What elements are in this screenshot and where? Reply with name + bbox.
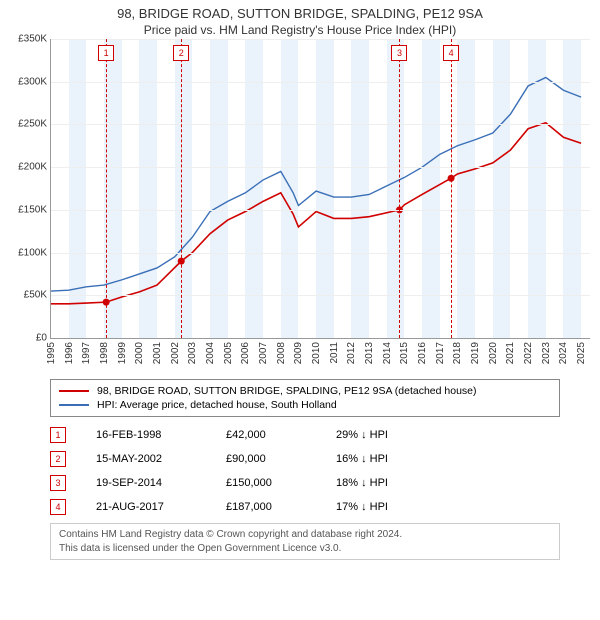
- x-axis-label: 1995: [46, 342, 57, 364]
- y-axis-label: £200K: [18, 162, 47, 173]
- x-axis-label: 2012: [346, 342, 357, 364]
- x-axis-label: 2013: [364, 342, 375, 364]
- event-price: £42,000: [226, 429, 336, 441]
- x-axis-label: 2024: [558, 342, 569, 364]
- sale-marker-box: 4: [443, 45, 459, 61]
- legend-label: 98, BRIDGE ROAD, SUTTON BRIDGE, SPALDING…: [97, 385, 477, 397]
- grid-line: [51, 210, 590, 211]
- chart-svg: [51, 39, 590, 338]
- x-axis-label: 2017: [435, 342, 446, 364]
- legend-swatch: [59, 390, 89, 392]
- grid-line: [51, 124, 590, 125]
- x-axis-label: 2011: [329, 342, 340, 364]
- x-axis-label: 2022: [523, 342, 534, 364]
- sale-marker-line: [106, 39, 107, 338]
- series-hpi: [51, 77, 581, 291]
- grid-line: [51, 253, 590, 254]
- grid-line: [51, 167, 590, 168]
- y-axis-label: £350K: [18, 34, 47, 45]
- grid-line: [51, 82, 590, 83]
- event-row: 3 19-SEP-2014£150,00018% ↓ HPI: [50, 471, 560, 495]
- event-date: 15-MAY-2002: [96, 453, 226, 465]
- title-block: 98, BRIDGE ROAD, SUTTON BRIDGE, SPALDING…: [0, 0, 600, 39]
- event-date: 16-FEB-1998: [96, 429, 226, 441]
- sale-marker-line: [181, 39, 182, 338]
- event-date: 19-SEP-2014: [96, 477, 226, 489]
- chart-area: £0£50K£100K£150K£200K£250K£300K£350K1995…: [50, 39, 590, 369]
- x-axis-label: 2025: [576, 342, 587, 364]
- sale-marker-box: 3: [391, 45, 407, 61]
- chart-subtitle: Price paid vs. HM Land Registry's House …: [10, 23, 590, 37]
- y-axis-label: £250K: [18, 119, 47, 130]
- plot-region: £0£50K£100K£150K£200K£250K£300K£350K1995…: [50, 39, 590, 339]
- footer-line: This data is licensed under the Open Gov…: [59, 542, 551, 556]
- event-number: 3: [50, 475, 66, 491]
- y-axis-label: £50K: [24, 290, 47, 301]
- event-row: 2 15-MAY-2002£90,00016% ↓ HPI: [50, 447, 560, 471]
- legend-swatch: [59, 404, 89, 406]
- event-price: £90,000: [226, 453, 336, 465]
- x-axis-label: 2008: [276, 342, 287, 364]
- x-axis-label: 2007: [258, 342, 269, 364]
- legend: 98, BRIDGE ROAD, SUTTON BRIDGE, SPALDING…: [50, 379, 560, 417]
- chart-title: 98, BRIDGE ROAD, SUTTON BRIDGE, SPALDING…: [10, 6, 590, 21]
- x-axis-label: 2020: [488, 342, 499, 364]
- x-axis-label: 1998: [99, 342, 110, 364]
- chart-container: 98, BRIDGE ROAD, SUTTON BRIDGE, SPALDING…: [0, 0, 600, 560]
- footer-note: Contains HM Land Registry data © Crown c…: [50, 523, 560, 560]
- y-axis-label: £100K: [18, 247, 47, 258]
- event-diff: 16% ↓ HPI: [336, 453, 388, 465]
- x-axis-label: 2021: [505, 342, 516, 364]
- event-number: 2: [50, 451, 66, 467]
- x-axis-label: 2003: [187, 342, 198, 364]
- x-axis-label: 2001: [152, 342, 163, 364]
- event-diff: 17% ↓ HPI: [336, 501, 388, 513]
- sale-marker-line: [399, 39, 400, 338]
- event-diff: 18% ↓ HPI: [336, 477, 388, 489]
- sale-marker-line: [451, 39, 452, 338]
- x-axis-label: 2023: [541, 342, 552, 364]
- event-date: 21-AUG-2017: [96, 501, 226, 513]
- x-axis-label: 2019: [470, 342, 481, 364]
- x-axis-label: 1999: [117, 342, 128, 364]
- x-axis-label: 2009: [293, 342, 304, 364]
- x-axis-label: 2016: [417, 342, 428, 364]
- events-table: 1 16-FEB-1998£42,00029% ↓ HPI 2 15-MAY-2002…: [50, 423, 560, 519]
- x-axis-label: 2018: [452, 342, 463, 364]
- x-axis-label: 2000: [134, 342, 145, 364]
- x-axis-label: 2002: [170, 342, 181, 364]
- x-axis-label: 2006: [240, 342, 251, 364]
- x-axis-label: 2005: [223, 342, 234, 364]
- x-axis-label: 1996: [64, 342, 75, 364]
- footer-line: Contains HM Land Registry data © Crown c…: [59, 528, 551, 542]
- x-axis-label: 2014: [382, 342, 393, 364]
- y-axis-label: £300K: [18, 76, 47, 87]
- x-axis-label: 1997: [81, 342, 92, 364]
- event-row: 4 21-AUG-2017£187,00017% ↓ HPI: [50, 495, 560, 519]
- grid-line: [51, 295, 590, 296]
- event-diff: 29% ↓ HPI: [336, 429, 388, 441]
- y-axis-label: £150K: [18, 204, 47, 215]
- event-number: 4: [50, 499, 66, 515]
- x-axis-label: 2015: [399, 342, 410, 364]
- legend-label: HPI: Average price, detached house, Sout…: [97, 399, 337, 411]
- sale-marker-box: 1: [98, 45, 114, 61]
- x-axis-label: 2010: [311, 342, 322, 364]
- legend-item: 98, BRIDGE ROAD, SUTTON BRIDGE, SPALDING…: [59, 384, 551, 398]
- event-price: £187,000: [226, 501, 336, 513]
- event-row: 1 16-FEB-1998£42,00029% ↓ HPI: [50, 423, 560, 447]
- x-axis-label: 2004: [205, 342, 216, 364]
- legend-item: HPI: Average price, detached house, Sout…: [59, 398, 551, 412]
- event-number: 1: [50, 427, 66, 443]
- sale-marker-box: 2: [173, 45, 189, 61]
- grid-line: [51, 39, 590, 40]
- event-price: £150,000: [226, 477, 336, 489]
